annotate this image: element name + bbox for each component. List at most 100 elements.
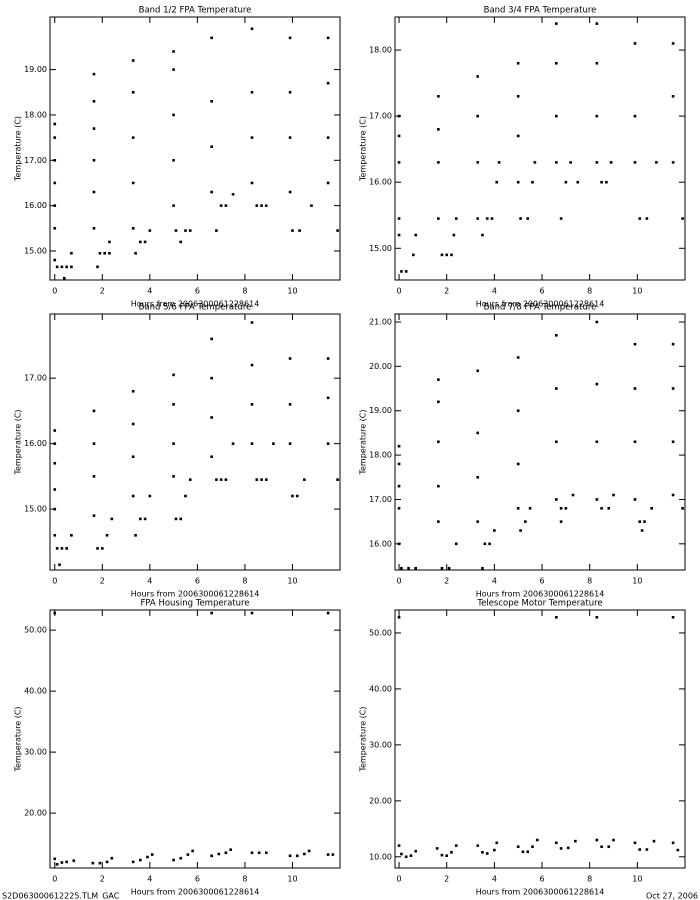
- data-point: [110, 517, 114, 521]
- data-point: [595, 615, 599, 619]
- data-point: [179, 517, 183, 521]
- data-point: [481, 233, 484, 237]
- data-point: [326, 442, 330, 445]
- data-point: [454, 217, 458, 220]
- data-point: [609, 161, 613, 164]
- y-tick-label: 20.00: [369, 362, 392, 371]
- data-point: [303, 852, 306, 856]
- data-point: [62, 276, 66, 280]
- data-point: [493, 529, 496, 532]
- data-point: [331, 853, 335, 856]
- data-point: [555, 161, 558, 164]
- data-point: [60, 265, 64, 269]
- data-point: [671, 387, 675, 390]
- data-point: [295, 854, 299, 858]
- y-tick-label: 18.00: [369, 46, 392, 55]
- data-point: [55, 265, 59, 269]
- data-point: [131, 422, 135, 426]
- data-point: [595, 161, 599, 164]
- data-point: [519, 217, 522, 220]
- data-point: [437, 128, 440, 131]
- data-point: [326, 853, 330, 856]
- data-point: [96, 265, 99, 269]
- data-point: [326, 396, 330, 400]
- data-point: [404, 270, 408, 273]
- data-point: [450, 851, 453, 854]
- x-tick-label: 4: [492, 875, 497, 884]
- panel: FPA Housing Temperature Hours from 200630…: [14, 599, 341, 897]
- data-point: [172, 68, 175, 71]
- data-point: [671, 841, 675, 845]
- data-point: [397, 444, 401, 448]
- data-point: [250, 442, 254, 445]
- panel-title: Band 3/4 FPA Temperature: [484, 6, 597, 16]
- data-point: [397, 161, 401, 164]
- data-point: [110, 856, 114, 860]
- data-point: [400, 852, 403, 856]
- data-point: [595, 61, 599, 65]
- data-point: [397, 233, 401, 237]
- plot-frame: [394, 313, 686, 571]
- data-point: [671, 161, 675, 164]
- data-point: [409, 854, 413, 857]
- panel: Telescope Motor Temperature Hours from 20…: [359, 599, 686, 897]
- data-point: [671, 94, 675, 98]
- data-point: [92, 409, 96, 413]
- data-point: [445, 253, 449, 257]
- x-tick-label: 0: [52, 577, 57, 586]
- data-point: [131, 389, 135, 393]
- plot-frame: [49, 313, 341, 571]
- data-point: [605, 180, 608, 184]
- y-tick-label: 20.00: [369, 796, 392, 805]
- y-tick-label: 50.00: [24, 626, 47, 635]
- data-point: [476, 369, 479, 373]
- data-point: [53, 204, 57, 207]
- data-point: [139, 240, 142, 244]
- data-point: [291, 494, 294, 498]
- x-tick-label: 8: [242, 577, 247, 586]
- data-point: [272, 442, 275, 445]
- data-point: [326, 36, 330, 40]
- data-point: [108, 240, 111, 244]
- data-point: [495, 180, 499, 184]
- data-point: [440, 853, 444, 857]
- data-point: [397, 462, 401, 466]
- x-tick-label: 6: [195, 287, 200, 296]
- x-tick-label: 2: [444, 577, 449, 586]
- data-point: [519, 529, 522, 532]
- data-point: [497, 161, 501, 164]
- x-axis-label: Hours from 2006300061228614: [476, 300, 605, 309]
- data-point: [569, 161, 572, 164]
- data-point: [103, 251, 106, 255]
- data-point: [336, 478, 339, 481]
- data-point: [250, 90, 254, 94]
- data-point: [574, 839, 577, 843]
- data-point: [131, 136, 135, 139]
- data-point: [437, 94, 440, 98]
- x-tick-label: 8: [587, 577, 592, 586]
- data-point: [131, 227, 135, 230]
- data-point: [143, 517, 147, 521]
- data-point: [397, 615, 401, 619]
- data-point: [652, 839, 656, 843]
- data-point: [210, 100, 213, 103]
- data-point: [70, 251, 73, 255]
- y-tick-label: 17.00: [24, 156, 47, 165]
- data-point: [224, 851, 228, 855]
- data-point: [326, 357, 330, 360]
- data-point: [105, 860, 109, 864]
- x-tick-label: 2: [444, 287, 449, 296]
- data-point: [524, 520, 527, 523]
- data-point: [172, 204, 175, 207]
- data-point: [108, 251, 111, 255]
- data-point: [172, 158, 175, 162]
- data-point: [633, 440, 637, 444]
- data-point: [555, 114, 558, 118]
- x-tick-label: 8: [242, 287, 247, 296]
- data-point: [70, 533, 73, 537]
- data-point: [397, 217, 401, 220]
- data-point: [533, 161, 537, 164]
- y-tick-label: 16.00: [369, 178, 392, 187]
- x-tick-label: 8: [242, 875, 247, 884]
- data-point: [437, 484, 440, 488]
